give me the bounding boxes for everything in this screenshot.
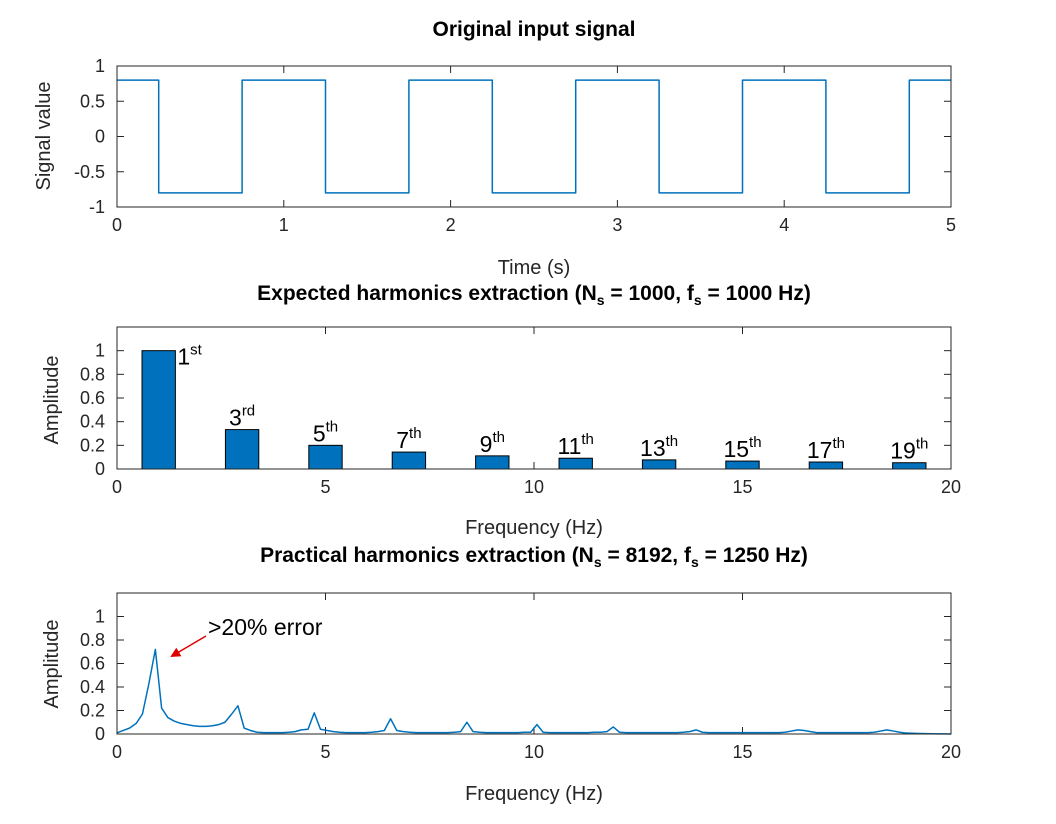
expected-harmonics-xtick-label: 5 xyxy=(320,477,330,497)
practical-harmonics-ytick-label: 0.4 xyxy=(80,677,105,697)
signal-plot-ylabel: Signal value xyxy=(33,82,55,191)
harmonic-label: 17th xyxy=(807,435,845,463)
harmonic-bar xyxy=(808,461,844,470)
expected-harmonics-frame xyxy=(116,326,952,470)
signal-plot-series-line xyxy=(117,79,951,194)
harmonic-label: 11th xyxy=(557,431,593,459)
practical-harmonics-ytick-label: 0.8 xyxy=(80,630,105,650)
harmonic-bar xyxy=(725,460,760,470)
error-arrow xyxy=(170,635,207,658)
title-part: = 1000 Hz) xyxy=(702,282,811,305)
expected-harmonics-title: Expected harmonics extraction (Ns = 1000… xyxy=(257,282,811,308)
signal-plot-ytick-label: 0 xyxy=(95,127,105,147)
error-annotation: >20% error xyxy=(208,614,323,640)
harmonic-label: 15th xyxy=(723,434,761,462)
harmonic-label: 9th xyxy=(480,429,505,457)
expected-harmonics-marks: 0 5 10 15 20 1 0.8 0.6 0.4 0.2 0 1st 3rd 5th 7th 9th 11t… xyxy=(80,327,961,497)
expected-harmonics-ytick-label: 0 xyxy=(95,459,105,479)
practical-harmonics-frame xyxy=(116,592,952,735)
signal-plot-xtick-label: 2 xyxy=(446,215,456,235)
title-part: Practical harmonics extraction (N xyxy=(260,544,594,567)
signal-plot-ytick-label: -1 xyxy=(89,197,105,217)
harmonic-bar xyxy=(391,451,427,470)
harmonic-label: 13th xyxy=(640,433,678,461)
practical-harmonics-xtick-label: 0 xyxy=(112,742,122,762)
practical-harmonics-marks: 0 5 10 15 20 1 0.8 0.6 0.4 0.2 0 xyxy=(80,593,961,762)
signal-plot-xtick-label: 5 xyxy=(946,215,956,235)
harmonic-bar xyxy=(141,350,176,470)
harmonic-label: 5th xyxy=(313,418,338,446)
practical-harmonics-ytick-label: 0 xyxy=(95,724,105,744)
harmonic-bar xyxy=(641,459,677,470)
harmonic-bar xyxy=(475,455,510,470)
practical-harmonics-ylabel: Amplitude xyxy=(41,620,63,709)
title-part: Expected harmonics extraction (N xyxy=(257,282,597,305)
expected-harmonics-plot: Expected harmonics extraction (Ns = 1000… xyxy=(41,282,961,539)
harmonic-label: 3rd xyxy=(229,403,255,431)
signal-plot-xtick-label: 0 xyxy=(112,215,122,235)
title-subscript: s xyxy=(694,292,702,308)
signal-plot-xtick-label: 1 xyxy=(279,215,289,235)
practical-harmonics-xlabel: Frequency (Hz) xyxy=(465,783,603,805)
title-part: = 8192, f xyxy=(602,544,692,567)
harmonic-label: 1st xyxy=(177,342,202,370)
title-subscript: s xyxy=(594,554,602,570)
practical-harmonics-xtick-label: 10 xyxy=(524,742,544,762)
practical-harmonics-title: Practical harmonics extraction (Ns = 819… xyxy=(260,544,808,570)
expected-harmonics-ylabel: Amplitude xyxy=(41,356,63,445)
title-subscript: s xyxy=(597,292,605,308)
practical-harmonics-xtick-label: 20 xyxy=(941,742,961,762)
harmonic-bar xyxy=(558,457,593,470)
signal-plot: Original input signal Time (s) Signal va… xyxy=(33,18,956,279)
expected-harmonics-xlabel: Frequency (Hz) xyxy=(465,517,603,539)
expected-harmonics-xtick-label: 0 xyxy=(112,477,122,497)
expected-harmonics-ytick-label: 0.4 xyxy=(80,412,105,432)
expected-harmonics-xtick-label: 10 xyxy=(524,477,544,497)
signal-plot-frame xyxy=(116,65,952,208)
harmonic-label: 19th xyxy=(890,436,928,464)
practical-harmonics-xtick-label: 15 xyxy=(732,742,752,762)
practical-harmonics-ytick-label: 0.6 xyxy=(80,654,105,674)
practical-harmonics-plot: Practical harmonics extraction (Ns = 819… xyxy=(41,544,961,805)
title-subscript: s xyxy=(691,554,699,570)
signal-plot-title: Original input signal xyxy=(432,18,635,41)
expected-harmonics-xtick-label: 15 xyxy=(732,477,752,497)
practical-harmonics-ytick-label: 0.2 xyxy=(80,701,105,721)
practical-harmonics-xtick-label: 5 xyxy=(320,742,330,762)
expected-harmonics-ytick-label: 0.8 xyxy=(80,364,105,384)
title-part: = 1250 Hz) xyxy=(699,544,808,567)
expected-harmonics-ytick-label: 0.6 xyxy=(80,388,105,408)
signal-plot-xtick-label: 3 xyxy=(612,215,622,235)
harmonic-bar xyxy=(308,444,343,470)
signal-plot-xlabel: Time (s) xyxy=(498,257,571,279)
signal-plot-xtick-label: 4 xyxy=(779,215,789,235)
harmonic-bar xyxy=(224,429,260,470)
signal-plot-ytick-label: -0.5 xyxy=(74,162,105,182)
practical-harmonics-ytick-label: 1 xyxy=(95,607,105,627)
title-part: = 1000, f xyxy=(605,282,695,305)
practical-harmonics-series-line xyxy=(116,648,952,735)
signal-plot-ytick-label: 0.5 xyxy=(80,91,105,111)
expected-harmonics-ytick-label: 0.2 xyxy=(80,435,105,455)
expected-harmonics-xtick-label: 20 xyxy=(941,477,961,497)
harmonic-label: 7th xyxy=(396,425,421,453)
signal-plot-ytick-label: 1 xyxy=(95,56,105,76)
expected-harmonics-ytick-label: 1 xyxy=(95,341,105,361)
